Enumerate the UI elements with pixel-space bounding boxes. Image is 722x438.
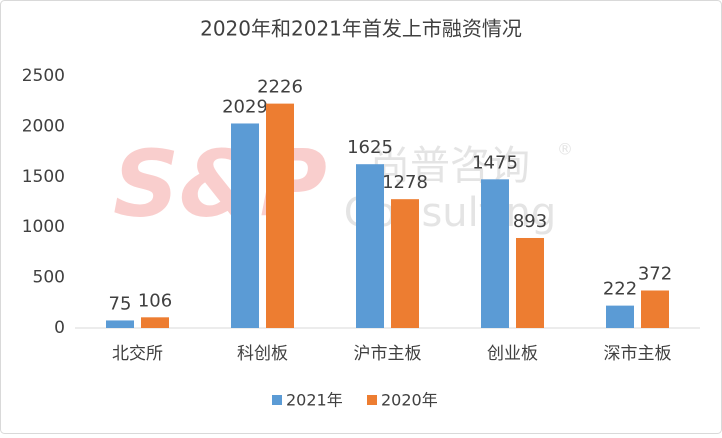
legend-swatch [367,395,377,405]
y-tick-label: 0 [54,318,65,338]
data-label: 2029 [222,96,268,117]
y-tick-label: 1500 [22,167,65,187]
bar [106,320,134,328]
data-label: 75 [109,293,132,314]
y-tick-label: 2500 [22,66,65,86]
x-tick-label: 北交所 [112,344,163,364]
bar [481,179,509,328]
watermark-mark: ® [557,140,573,159]
bar [356,164,384,328]
x-tick-label: 创业板 [487,344,538,364]
data-label: 893 [513,211,547,232]
x-tick-label: 深市主板 [604,344,672,364]
y-tick-label: 2000 [22,116,65,136]
y-tick-label: 500 [33,268,65,288]
legend-swatch [272,395,282,405]
watermark-logo: S&P [113,130,327,237]
bar [391,199,419,328]
data-label: 1625 [347,137,393,158]
bar [606,305,634,328]
x-tick-label: 科创板 [237,344,288,364]
y-tick-label: 1000 [22,217,65,237]
data-label: 106 [138,290,172,311]
chart-title: 2020年和2021年首发上市融资情况 [200,17,522,41]
bar [516,237,544,328]
bar [266,103,294,328]
bar [141,317,169,328]
data-label: 2226 [257,77,303,98]
legend-label: 2020年 [381,391,438,410]
legend-label: 2021年 [286,391,343,410]
data-label: 1278 [382,172,428,193]
bar [231,123,259,328]
data-label: 1475 [472,152,518,173]
data-label: 222 [603,279,637,300]
bar [641,290,669,328]
x-tick-label: 沪市主板 [354,344,422,364]
data-label: 372 [638,264,672,285]
